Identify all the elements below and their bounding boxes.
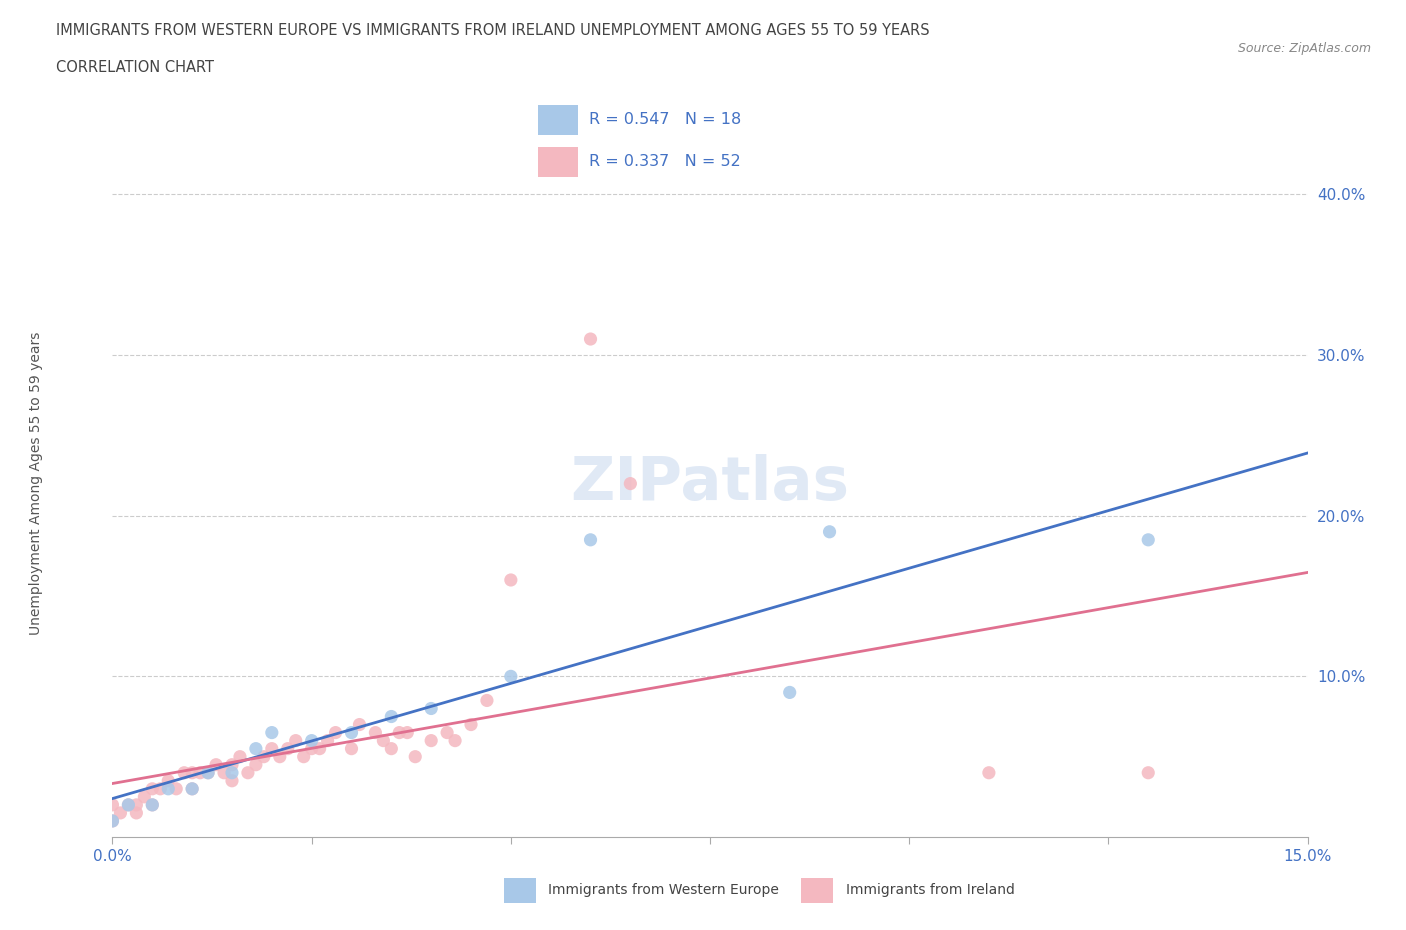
Point	[301, 733, 323, 748]
Text: ZIPatlas: ZIPatlas	[571, 454, 849, 513]
Point	[349, 717, 371, 732]
Point	[221, 765, 243, 780]
Point	[117, 797, 139, 812]
Text: Immigrants from Ireland: Immigrants from Ireland	[846, 884, 1015, 897]
FancyBboxPatch shape	[505, 878, 536, 903]
Point	[181, 765, 204, 780]
Point	[245, 741, 267, 756]
Point	[157, 781, 180, 796]
Point	[779, 685, 801, 700]
Point	[364, 725, 387, 740]
Point	[444, 733, 467, 748]
Point	[284, 733, 307, 748]
Point	[292, 750, 315, 764]
Point	[579, 332, 602, 347]
Point	[141, 797, 163, 812]
Point	[221, 757, 243, 772]
Point	[125, 797, 148, 812]
Point	[173, 765, 195, 780]
Point	[316, 733, 339, 748]
Point	[269, 750, 291, 764]
Point	[101, 797, 124, 812]
Point	[134, 790, 156, 804]
Point	[125, 805, 148, 820]
Y-axis label: Unemployment Among Ages 55 to 59 years: Unemployment Among Ages 55 to 59 years	[30, 332, 44, 635]
Point	[436, 725, 458, 740]
Point	[181, 781, 204, 796]
Point	[579, 532, 602, 547]
Point	[619, 476, 641, 491]
Text: R = 0.547   N = 18: R = 0.547 N = 18	[589, 113, 741, 127]
Point	[301, 741, 323, 756]
Point	[181, 781, 204, 796]
Text: R = 0.337   N = 52: R = 0.337 N = 52	[589, 154, 741, 169]
Point	[197, 765, 219, 780]
Point	[340, 725, 363, 740]
Point	[277, 741, 299, 756]
Point	[308, 741, 330, 756]
Point	[221, 774, 243, 789]
Point	[260, 741, 283, 756]
Point	[229, 750, 252, 764]
Point	[460, 717, 482, 732]
Point	[245, 757, 267, 772]
Point	[404, 750, 426, 764]
Point	[141, 797, 163, 812]
Point	[388, 725, 411, 740]
Point	[117, 797, 139, 812]
Point	[325, 725, 347, 740]
Point	[236, 765, 259, 780]
Point	[373, 733, 395, 748]
Point	[1137, 532, 1160, 547]
Point	[499, 573, 522, 588]
Point	[165, 781, 187, 796]
Point	[110, 805, 132, 820]
Point	[475, 693, 498, 708]
Point	[420, 733, 443, 748]
Point	[260, 725, 283, 740]
Point	[499, 669, 522, 684]
Point	[205, 757, 228, 772]
Text: Immigrants from Western Europe: Immigrants from Western Europe	[548, 884, 779, 897]
Point	[212, 765, 235, 780]
Text: IMMIGRANTS FROM WESTERN EUROPE VS IMMIGRANTS FROM IRELAND UNEMPLOYMENT AMONG AGE: IMMIGRANTS FROM WESTERN EUROPE VS IMMIGR…	[56, 23, 929, 38]
Point	[101, 814, 124, 829]
Point	[188, 765, 211, 780]
Text: Source: ZipAtlas.com: Source: ZipAtlas.com	[1237, 42, 1371, 55]
Point	[157, 774, 180, 789]
Point	[141, 781, 163, 796]
FancyBboxPatch shape	[538, 147, 578, 177]
Point	[818, 525, 841, 539]
Text: CORRELATION CHART: CORRELATION CHART	[56, 60, 214, 75]
Point	[197, 765, 219, 780]
Point	[977, 765, 1000, 780]
Point	[380, 709, 402, 724]
Point	[253, 750, 276, 764]
Point	[101, 814, 124, 829]
Point	[380, 741, 402, 756]
Point	[340, 741, 363, 756]
FancyBboxPatch shape	[538, 105, 578, 135]
Point	[396, 725, 419, 740]
Point	[1137, 765, 1160, 780]
Point	[420, 701, 443, 716]
FancyBboxPatch shape	[801, 878, 832, 903]
Point	[149, 781, 172, 796]
